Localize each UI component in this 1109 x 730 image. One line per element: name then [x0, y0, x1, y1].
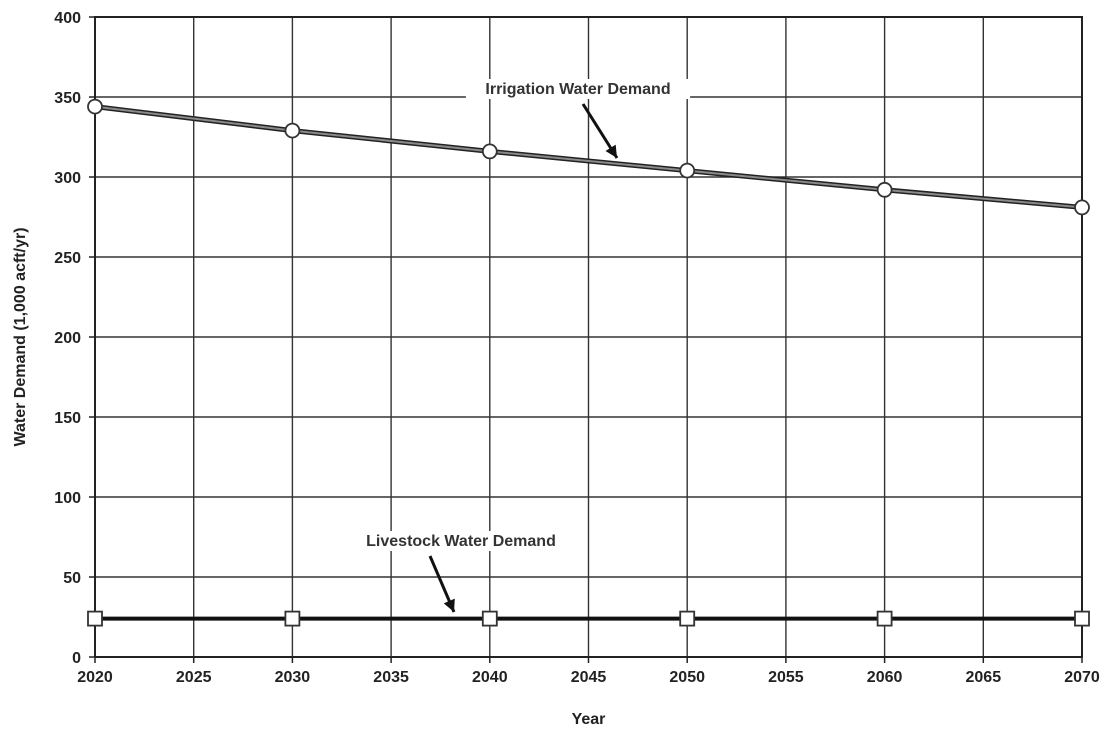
- data-point-circle: [1074, 199, 1090, 216]
- annotation-label: Livestock Water Demand: [366, 533, 556, 550]
- x-tick-label: 2035: [373, 669, 409, 686]
- annotation-arrow-head: [443, 598, 455, 612]
- data-point-circle: [284, 122, 301, 139]
- x-tick-label: 2060: [867, 669, 903, 686]
- annotation-label: Irrigation Water Demand: [485, 81, 670, 98]
- y-tick-label: 300: [54, 170, 81, 187]
- series-irrigation: [87, 98, 1090, 216]
- y-tick-label: 100: [54, 490, 81, 507]
- annotation-arrow-head: [605, 144, 617, 158]
- x-tick-label: 2055: [768, 669, 804, 686]
- data-point-square: [284, 610, 301, 627]
- data-point-circle: [679, 162, 696, 179]
- y-tick-label: 250: [54, 250, 81, 267]
- series-line: [94, 105, 1083, 209]
- y-tick-label: 400: [54, 10, 81, 27]
- data-point-circle: [87, 98, 103, 115]
- data-point-square: [1074, 610, 1090, 627]
- data-point-square: [679, 610, 696, 627]
- x-axis-title: Year: [572, 711, 606, 728]
- y-tick-label: 0: [72, 650, 81, 667]
- x-tick-label: 2045: [571, 669, 607, 686]
- data-point-square: [876, 610, 893, 627]
- annotation-livestock: Livestock Water Demand: [353, 531, 569, 613]
- x-tick-label: 2050: [669, 669, 705, 686]
- x-tick-label: 2020: [77, 669, 113, 686]
- annotation-bg: [465, 79, 691, 99]
- annotation-bg: [353, 531, 569, 551]
- y-tick-label: 150: [54, 410, 81, 427]
- x-tick-label: 2070: [1064, 669, 1100, 686]
- data-point-square: [481, 610, 498, 627]
- x-tick-label: 2065: [966, 669, 1002, 686]
- y-axis-title: Water Demand (1,000 acft/yr): [12, 227, 29, 446]
- data-point-square: [87, 610, 103, 627]
- annotation-irrigation: Irrigation Water Demand: [465, 79, 691, 159]
- data-point-circle: [876, 181, 893, 198]
- series-livestock: [87, 610, 1090, 627]
- x-tick-label: 2030: [275, 669, 311, 686]
- x-tick-label: 2025: [176, 669, 212, 686]
- data-point-circle: [481, 143, 498, 160]
- y-tick-label: 50: [63, 570, 81, 587]
- x-tick-label: 2040: [472, 669, 508, 686]
- y-tick-label: 350: [54, 90, 81, 107]
- y-tick-label: 200: [54, 330, 81, 347]
